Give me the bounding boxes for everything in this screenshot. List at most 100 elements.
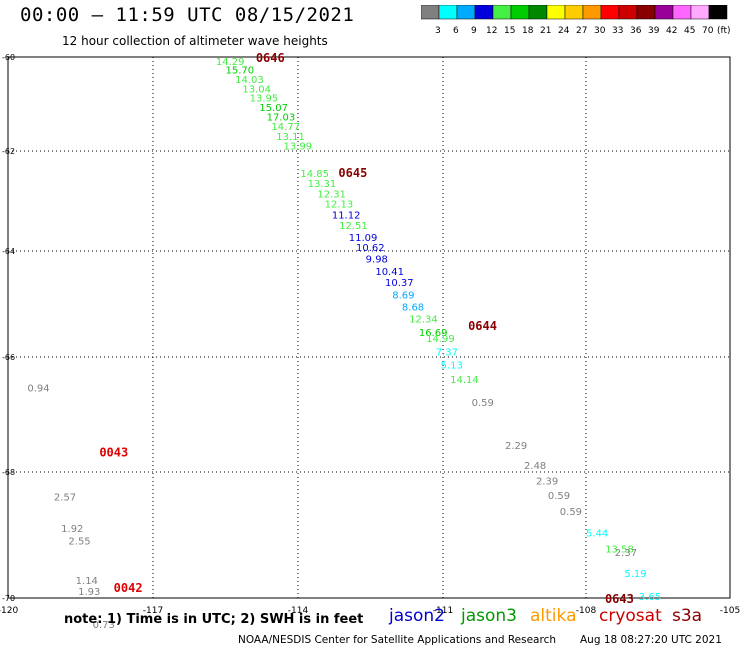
legend-altika: altika bbox=[530, 606, 577, 626]
map-frame bbox=[7, 56, 731, 599]
swh-value-label: 7.37 bbox=[436, 347, 458, 358]
swh-value-label: 13.31 bbox=[308, 179, 337, 190]
credit-right: Aug 18 08:27:20 UTC 2021 bbox=[580, 634, 722, 646]
pass-time-label: 0644 bbox=[468, 319, 497, 333]
colorbar-unit: (ft) bbox=[717, 26, 731, 36]
swh-value-label: 5.44 bbox=[586, 528, 608, 539]
swh-value-label: 2.48 bbox=[524, 461, 546, 472]
swh-value-label: 13.04 bbox=[242, 84, 271, 95]
colorbar-tick-label: 27 bbox=[576, 26, 588, 36]
swh-value-label: 14.99 bbox=[426, 334, 455, 345]
pass-time-label: 0042 bbox=[114, 581, 143, 595]
colorbar-tick-label: 12 bbox=[486, 26, 498, 36]
legend-jason3: jason3 bbox=[461, 606, 517, 626]
swh-value-label: 5.19 bbox=[624, 569, 646, 580]
latitude-label: -68 bbox=[2, 468, 15, 477]
swh-value-label: 0.94 bbox=[27, 384, 49, 395]
colorbar-tick-label: 24 bbox=[558, 26, 570, 36]
altimeter-track: 2.29 2.48 2.39 0.59 0.59 5.44 13.582.37 5.19 3.6… bbox=[505, 441, 661, 606]
swh-value-label: 17.03 bbox=[267, 112, 296, 123]
swh-value-label: 13.58 bbox=[605, 545, 634, 556]
footer-note: note: 1) Time is in UTC; 2) SWH is in fe… bbox=[64, 612, 364, 627]
colorbar-tick-label: 9 bbox=[471, 26, 477, 36]
swh-value-label: 11.12 bbox=[332, 211, 361, 222]
swh-value-label: 3.65 bbox=[639, 592, 661, 603]
longitude-label: -114 bbox=[288, 606, 309, 616]
colorbar-tick-label: 15 bbox=[504, 26, 516, 36]
swh-value-label: 16.69 bbox=[419, 328, 448, 339]
colorbar-swatches bbox=[420, 4, 728, 20]
legend-jason2: jason2 bbox=[389, 606, 445, 626]
swh-value-label: 14.85 bbox=[300, 169, 329, 180]
colorbar-tick-label: 42 bbox=[666, 26, 678, 36]
credit-left: NOAA/NESDIS Center for Satellite Applica… bbox=[238, 634, 556, 646]
swh-value-label: 1.93 bbox=[78, 587, 100, 598]
swh-value-label: 15.07 bbox=[259, 103, 288, 114]
colorbar-swatch bbox=[708, 4, 728, 20]
swh-value-label: 14.03 bbox=[235, 75, 264, 86]
pass-time-label: 0645 bbox=[338, 166, 367, 180]
altimeter-track: 14.8513.3112.3112.1311.1212.5111.0910.62… bbox=[300, 166, 447, 339]
altimeter-track: 1.141.93 0.73 0042 bbox=[76, 576, 143, 631]
longitude-label: -117 bbox=[143, 606, 163, 616]
swh-value-label: 15.70 bbox=[226, 65, 255, 76]
longitude-label: -105 bbox=[720, 606, 740, 616]
colorbar-tick-label: 3 bbox=[435, 26, 441, 36]
swh-value-label: 10.62 bbox=[356, 243, 385, 254]
longitude-label: -108 bbox=[576, 606, 597, 616]
swh-value-label: 1.92 bbox=[61, 524, 83, 535]
swh-value-label: 12.34 bbox=[409, 315, 438, 326]
swh-value-label: 2.55 bbox=[68, 536, 90, 547]
colorbar-tick-label: 30 bbox=[594, 26, 606, 36]
colorbar-tick-label: 39 bbox=[648, 26, 660, 36]
swh-value-label: 0.73 bbox=[93, 620, 115, 631]
swh-value-label: 12.13 bbox=[325, 200, 354, 211]
swh-value-label: 2.29 bbox=[505, 441, 527, 452]
swh-value-label: 10.41 bbox=[375, 267, 404, 278]
swh-value-label: 12.51 bbox=[339, 221, 368, 232]
swh-value-label: 5.13 bbox=[441, 361, 463, 372]
swh-value-label: 0.59 bbox=[560, 507, 582, 518]
pass-time-label: 0646 bbox=[256, 51, 285, 65]
swh-value-label: 9.98 bbox=[366, 255, 388, 266]
swh-colorbar: 3 6 9 12 15 18 21 24 27 30 33 36 39 42 45 70 (ft) bbox=[420, 4, 740, 36]
latitude-label: -64 bbox=[2, 247, 15, 256]
longitude-label: -120 bbox=[0, 606, 18, 616]
altimeter-track: 14.99 7.37 5.13 14.14 0.59 0644 bbox=[426, 319, 497, 409]
longitude-label: -111 bbox=[433, 606, 453, 616]
swh-value-label: 8.68 bbox=[402, 302, 424, 313]
colorbar-tick-label: 21 bbox=[540, 26, 552, 36]
swh-value-label: 0.59 bbox=[472, 398, 494, 409]
legend-cryosat: cryosat bbox=[599, 606, 662, 626]
swh-value-label: 14.77 bbox=[271, 122, 300, 133]
swh-value-label: 14.29 bbox=[216, 57, 245, 68]
colorbar-tick-label: 33 bbox=[612, 26, 624, 36]
altimeter-track: 0.94 2.57 1.922.55 0043 bbox=[27, 384, 128, 548]
swh-value-label: 2.37 bbox=[615, 548, 637, 559]
swh-value-label: 12.31 bbox=[317, 190, 346, 201]
colorbar-tick-label: 45 bbox=[684, 26, 696, 36]
pass-time-label: 0643 bbox=[605, 592, 634, 606]
swh-value-label: 13.99 bbox=[284, 142, 313, 153]
pass-time-label: 0043 bbox=[99, 446, 128, 460]
colorbar-tick-label: 18 bbox=[522, 26, 534, 36]
swh-value-label: 2.39 bbox=[536, 477, 558, 488]
swh-value-label: 0.59 bbox=[548, 491, 570, 502]
swh-value-label: 13.11 bbox=[276, 132, 305, 143]
map-grid bbox=[8, 57, 730, 598]
swh-value-label: 10.37 bbox=[385, 278, 414, 289]
latitude-label: -66 bbox=[2, 353, 15, 362]
legend-s3a: s3a bbox=[672, 606, 703, 626]
map-subtitle: 12 hour collection of altimeter wave hei… bbox=[62, 34, 328, 48]
altimeter-track: 14.2915.7014.0313.0413.9515.0717.0314.77… bbox=[216, 51, 312, 153]
colorbar-tick-label: 6 bbox=[453, 26, 459, 36]
swh-value-label: 14.14 bbox=[450, 375, 479, 386]
latitude-label: -60 bbox=[2, 53, 15, 62]
swh-value-label: 1.14 bbox=[76, 576, 98, 587]
colorbar-tick-label: 36 bbox=[630, 26, 642, 36]
swh-value-label: 11.09 bbox=[349, 233, 378, 244]
latitude-label: -70 bbox=[2, 594, 15, 603]
map-title: 00:00 — 11:59 UTC 08/15/2021 bbox=[20, 4, 355, 26]
colorbar-tick-label: 70 bbox=[702, 26, 714, 36]
